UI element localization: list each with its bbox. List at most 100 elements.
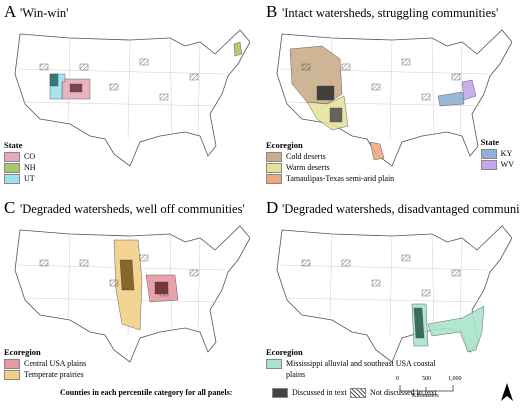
- legend-title: State: [480, 137, 500, 147]
- region: [233, 41, 243, 57]
- footer-not-discussed: Not discussed in text: [370, 388, 437, 397]
- legend-title: Ecoregion: [266, 140, 303, 150]
- legend-label: Mississippi alluvial and southeast USA c…: [286, 359, 436, 379]
- hatched-county: [139, 254, 149, 262]
- legend-swatch: [266, 359, 282, 369]
- legend-swatch: [480, 149, 497, 159]
- hatched-county: [39, 259, 49, 267]
- legend-label: Warm deserts: [286, 163, 330, 172]
- region: [461, 79, 477, 101]
- swatch-not-discussed: [350, 388, 366, 398]
- legend-label: KY: [500, 149, 513, 158]
- legend-swatch: [266, 163, 282, 173]
- legend-swatch: [4, 370, 20, 380]
- hatched-county: [371, 83, 381, 91]
- north-arrow: [501, 383, 513, 401]
- legend-label: NH: [24, 163, 36, 172]
- scale-tick: 1,000: [448, 376, 462, 382]
- legend-label: CO: [24, 152, 36, 161]
- us-map: [14, 29, 250, 167]
- map: [14, 225, 250, 363]
- legend-item: KY: [480, 148, 514, 159]
- region: [119, 259, 135, 291]
- legend-item: Temperate prairies: [4, 369, 154, 380]
- scale-line: [399, 385, 454, 392]
- legend-swatch: [480, 160, 497, 170]
- hatched-county: [341, 63, 351, 71]
- legend-title: Ecoregion: [4, 347, 41, 357]
- panel-title: 'Intact watersheds, struggling communiti…: [282, 6, 499, 20]
- legend-item: Mississippi alluvial and southeast USA c…: [266, 358, 436, 380]
- us-map: [276, 29, 512, 167]
- scale-bar: [399, 385, 454, 392]
- legend-label: Central USA plains: [24, 359, 87, 368]
- legend: Ecoregion Cold deserts Warm deserts Tamauli…: [266, 140, 416, 184]
- legend-item: CO: [4, 151, 154, 162]
- legend-item: WV: [480, 159, 514, 170]
- scale-tick: 500: [422, 376, 431, 382]
- legend-swatch: [4, 359, 20, 369]
- hatched-county: [421, 93, 431, 101]
- scale-tick: 0: [396, 376, 399, 382]
- region: [437, 91, 465, 107]
- region: [49, 73, 59, 87]
- hatched-county: [401, 254, 411, 262]
- panel: A 'Win-win' State CO NH UT: [0, 0, 258, 190]
- region: [329, 107, 343, 123]
- legend-label: UT: [24, 174, 35, 183]
- legend: Ecoregion Central USA plains Temperate pra…: [4, 347, 154, 380]
- map: [276, 29, 512, 167]
- panel-letter: C: [4, 198, 16, 217]
- hatched-county: [401, 58, 411, 66]
- legend-item: Central USA plains: [4, 358, 154, 369]
- footer-discussed: Discussed in text: [292, 388, 347, 397]
- hatched-county: [189, 73, 199, 81]
- hatched-county: [79, 63, 89, 71]
- us-map: [276, 225, 512, 363]
- hatched-county: [189, 269, 199, 277]
- panel-title: 'Degraded watersheds, disadvantaged comm…: [282, 202, 520, 216]
- panel-letter: A: [4, 2, 17, 21]
- legend-label: Tamaulipas-Texas semi-arid plain: [286, 174, 395, 183]
- panel-letter: D: [266, 198, 279, 217]
- hatched-county: [109, 83, 119, 91]
- legend-swatch: [266, 152, 282, 162]
- legend-item: Tamaulipas-Texas semi-arid plain: [266, 173, 416, 184]
- us-map: [14, 225, 250, 363]
- region: [427, 305, 485, 353]
- panel-title: 'Degraded watersheds, well off communiti…: [20, 202, 245, 216]
- hatched-county: [79, 259, 89, 267]
- legend: State CO NH UT: [4, 140, 154, 184]
- legend-swatch: [266, 174, 282, 184]
- hatched-county: [301, 259, 311, 267]
- legend-item: Warm deserts: [266, 162, 416, 173]
- hatched-county: [421, 289, 431, 297]
- map: [14, 29, 250, 167]
- region: [316, 85, 335, 101]
- hatched-county: [301, 63, 311, 71]
- north-arrow-shape: [501, 383, 513, 401]
- hatched-county: [451, 269, 461, 277]
- region: [69, 83, 83, 93]
- hatched-county: [109, 279, 119, 287]
- legend-item: UT: [4, 173, 154, 184]
- hatched-county: [139, 58, 149, 66]
- legend: Ecoregion Mississippi alluvial and southe…: [266, 347, 436, 380]
- legend-label: Temperate prairies: [24, 370, 84, 379]
- hatched-county: [451, 73, 461, 81]
- region: [369, 141, 385, 161]
- swatch-discussed: [272, 388, 288, 398]
- legend-item: Cold deserts: [266, 151, 416, 162]
- legend-title: Ecoregion: [266, 347, 303, 357]
- hatched-county: [39, 63, 49, 71]
- scale-unit: Kilometers: [412, 393, 439, 399]
- panel-title: 'Win-win': [20, 6, 69, 20]
- footer-label: Counties in each percentile category for…: [60, 388, 233, 397]
- hatched-county: [159, 289, 169, 297]
- legend-label: Cold deserts: [286, 152, 326, 161]
- map: [276, 225, 512, 363]
- panel-letter: B: [266, 2, 278, 21]
- region: [413, 307, 425, 339]
- panel: B 'Intact watersheds, struggling communit…: [262, 0, 520, 190]
- legend-title: State: [4, 140, 23, 150]
